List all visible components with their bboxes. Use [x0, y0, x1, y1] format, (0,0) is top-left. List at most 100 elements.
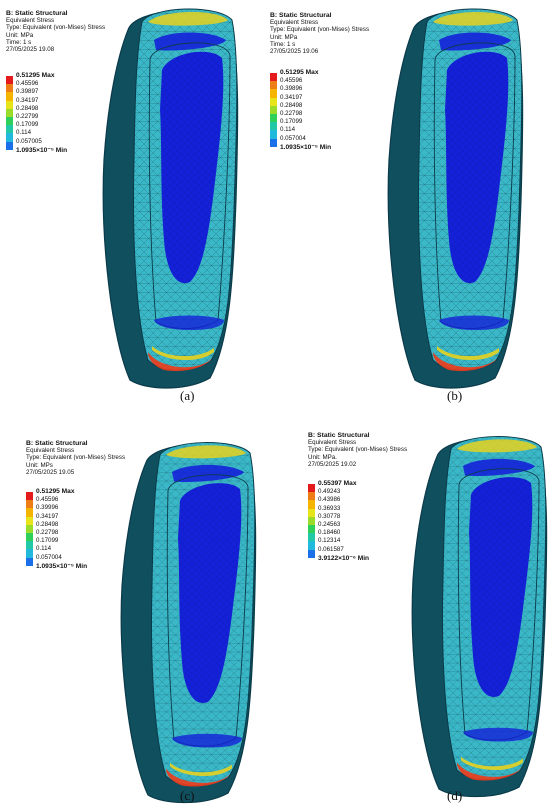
low-stress-region	[445, 51, 509, 284]
header-line: Type: Equivalent (von-Mises) Stress	[308, 446, 408, 454]
legend-label: 0.34197	[16, 96, 39, 104]
insole-stress-model	[411, 436, 548, 798]
legend-swatch	[270, 81, 277, 90]
legend-label: 0.28498	[280, 101, 303, 109]
low-stress-strip	[172, 464, 244, 482]
legend-swatch	[6, 133, 13, 142]
header-line: 27/05/2025 19.05	[26, 468, 75, 476]
legend-swatch	[26, 500, 33, 509]
legend-swatch	[308, 500, 315, 509]
panel-c: B: Static Structural Equivalent Stress Typ…	[0, 404, 275, 807]
peak-stress-edge	[148, 352, 212, 372]
legend-label: 0.45596	[16, 80, 39, 88]
panel-d: B: Static Structural Equivalent Stress Typ…	[275, 404, 550, 807]
model-group	[387, 8, 524, 389]
legend-swatch	[308, 524, 315, 534]
legend-swatch	[6, 76, 13, 85]
legend-swatch	[26, 557, 33, 566]
legend-label: 0.22799	[16, 112, 39, 120]
insole-stress-model	[102, 8, 239, 389]
result-header: B: Static Structural Equivalent Stress Typ…	[6, 10, 105, 53]
header-line: B: Static Structural	[308, 432, 370, 439]
legend-swatch	[270, 73, 277, 82]
legend-label: 0.45596	[36, 496, 59, 504]
legend-swatch	[308, 508, 315, 517]
figure-caption: (a)	[180, 388, 195, 403]
legend-swatch	[308, 549, 315, 558]
legend-label: 0.55397 Max	[318, 480, 357, 487]
forefoot-low-stress	[172, 733, 242, 748]
result-header: B: Static Structural Equivalent Stress Typ…	[270, 12, 369, 55]
legend-swatch	[26, 524, 33, 533]
legend-label: 0.057005	[16, 137, 42, 145]
header-line: Equivalent Stress	[308, 439, 357, 447]
header-line: Unit: MPs	[26, 461, 53, 469]
legend-label: 1.0935×10⁻⁵ Min	[16, 146, 68, 154]
legend-swatch	[270, 113, 277, 123]
legend-label: 0.057004	[36, 553, 62, 561]
legend-swatch	[26, 532, 33, 542]
inner-outline	[457, 468, 540, 741]
high-stress-band-top	[457, 439, 537, 453]
legend-label: 0.17099	[16, 121, 39, 129]
legend-label: 0.22798	[36, 528, 59, 536]
legend-swatch	[26, 549, 33, 558]
forefoot-low-stress	[154, 315, 224, 330]
high-stress-edge	[170, 762, 232, 777]
model-group	[411, 436, 548, 798]
legend-label: 0.49243	[318, 488, 341, 496]
legend-label: 0.51295 Max	[36, 488, 75, 495]
legend-swatch	[308, 533, 315, 542]
header-line: Equivalent Stress	[270, 19, 319, 27]
legend-label: 0.39996	[36, 504, 59, 512]
inner-outline	[166, 474, 249, 747]
legend-swatch	[308, 541, 315, 550]
legend-swatch	[270, 138, 277, 147]
peak-stress-edge	[433, 352, 497, 372]
legend-swatch	[270, 97, 277, 106]
model-group	[102, 8, 239, 389]
low-stress-strip	[439, 32, 511, 51]
result-header: B: Static Structural Equivalent Stress Typ…	[308, 432, 407, 468]
legend-label: 0.28498	[16, 104, 39, 112]
header-line: B: Static Structural	[26, 440, 88, 447]
legend-label: 0.24563	[318, 520, 341, 528]
legend-label: 0.51295 Max	[280, 69, 319, 76]
legend-label: 0.39896	[280, 85, 303, 93]
legend-swatch	[6, 108, 13, 117]
model-group	[120, 442, 257, 804]
legend-swatch	[270, 105, 277, 114]
header-line: 27/05/2025 19.08	[6, 46, 55, 54]
header-line: Unit: MPa	[270, 33, 298, 41]
header-line: Type: Equivalent (von-Mises) Stress	[6, 24, 106, 32]
legend-swatch	[6, 141, 13, 150]
high-stress-band-top	[433, 11, 513, 26]
legend-label: 0.114	[16, 129, 32, 137]
insole-stress-model	[387, 8, 524, 389]
header-line: Equivalent Stress	[6, 17, 55, 25]
legend-swatch	[6, 116, 13, 126]
legend-label: 0.28498	[36, 520, 59, 528]
legend-swatch	[26, 541, 33, 550]
legend-swatch	[308, 492, 315, 501]
legend-label: 0.34197	[36, 512, 59, 520]
figure-caption: (b)	[447, 388, 463, 403]
figure-caption: (c)	[180, 788, 195, 803]
header-line: B: Static Structural	[270, 12, 332, 19]
header-line: Type: Equivalent (von-Mises) Stress	[270, 26, 370, 34]
low-stress-region	[160, 51, 224, 284]
legend-label: 3.9122×10⁻⁶ Min	[318, 554, 370, 562]
high-stress-edge	[461, 756, 523, 771]
insole-stress-model	[120, 442, 257, 804]
header-line: Unit: MPa.	[308, 453, 337, 461]
header-line: Equivalent Stress	[26, 447, 75, 455]
legend-label: 0.057004	[280, 134, 306, 142]
legend-swatch	[6, 100, 13, 109]
legend-swatch	[270, 89, 277, 98]
legend-swatch	[308, 516, 315, 525]
low-stress-strip	[154, 32, 226, 51]
legend-label: 0.17099	[36, 537, 59, 545]
legend-swatch	[26, 492, 33, 501]
header-line: Type: Equivalent (von-Mises) Stress	[26, 454, 126, 462]
legend-label: 0.114	[36, 545, 52, 553]
